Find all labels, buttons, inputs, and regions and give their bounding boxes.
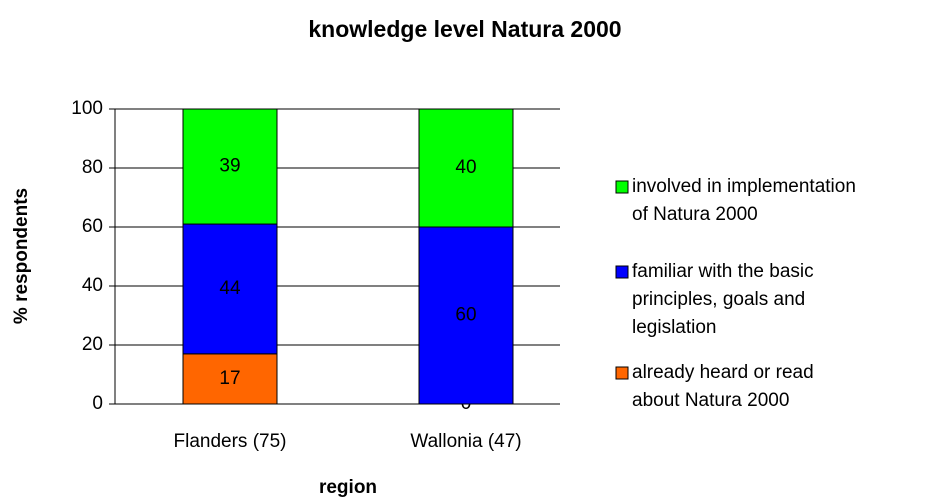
data-label: 44 bbox=[219, 278, 241, 299]
y-tick-label: 60 bbox=[82, 216, 103, 237]
data-label: 40 bbox=[455, 157, 476, 178]
data-label: 60 bbox=[455, 305, 476, 326]
bar-segment bbox=[182, 108, 278, 225]
legend-label: involved in implementation of Natura 200… bbox=[632, 176, 856, 225]
y-tick-label: 100 bbox=[71, 98, 103, 119]
bar-segment bbox=[182, 223, 278, 355]
y-tick-label: 80 bbox=[82, 157, 103, 178]
y-tick-label: 20 bbox=[82, 334, 103, 355]
legend-swatch bbox=[615, 180, 629, 194]
data-label: 17 bbox=[219, 368, 240, 389]
legend-entry: familiar with the basic principles, goal… bbox=[632, 261, 814, 338]
legend-label: familiar with the basic principles, goal… bbox=[632, 261, 814, 338]
legend-entry: already heard or read about Natura 2000 bbox=[632, 362, 814, 411]
bar-segment bbox=[418, 108, 514, 228]
y-tick-label: 0 bbox=[92, 393, 103, 414]
data-label: 39 bbox=[219, 156, 240, 177]
legend-swatch bbox=[615, 366, 629, 380]
x-tick-label: Wallonia (47) bbox=[410, 431, 521, 452]
x-tick-label: Flanders (75) bbox=[174, 431, 287, 452]
y-axis-label: % respondents bbox=[11, 188, 32, 324]
bar-segment bbox=[182, 353, 278, 405]
y-tick-label: 40 bbox=[82, 275, 103, 296]
legend-swatch bbox=[615, 265, 629, 279]
legend-label: already heard or read about Natura 2000 bbox=[632, 362, 814, 411]
legend-entry: involved in implementation of Natura 200… bbox=[632, 176, 856, 225]
x-axis-label: region bbox=[319, 477, 377, 498]
bar-segment bbox=[418, 226, 514, 405]
chart-title: knowledge level Natura 2000 bbox=[308, 16, 621, 42]
